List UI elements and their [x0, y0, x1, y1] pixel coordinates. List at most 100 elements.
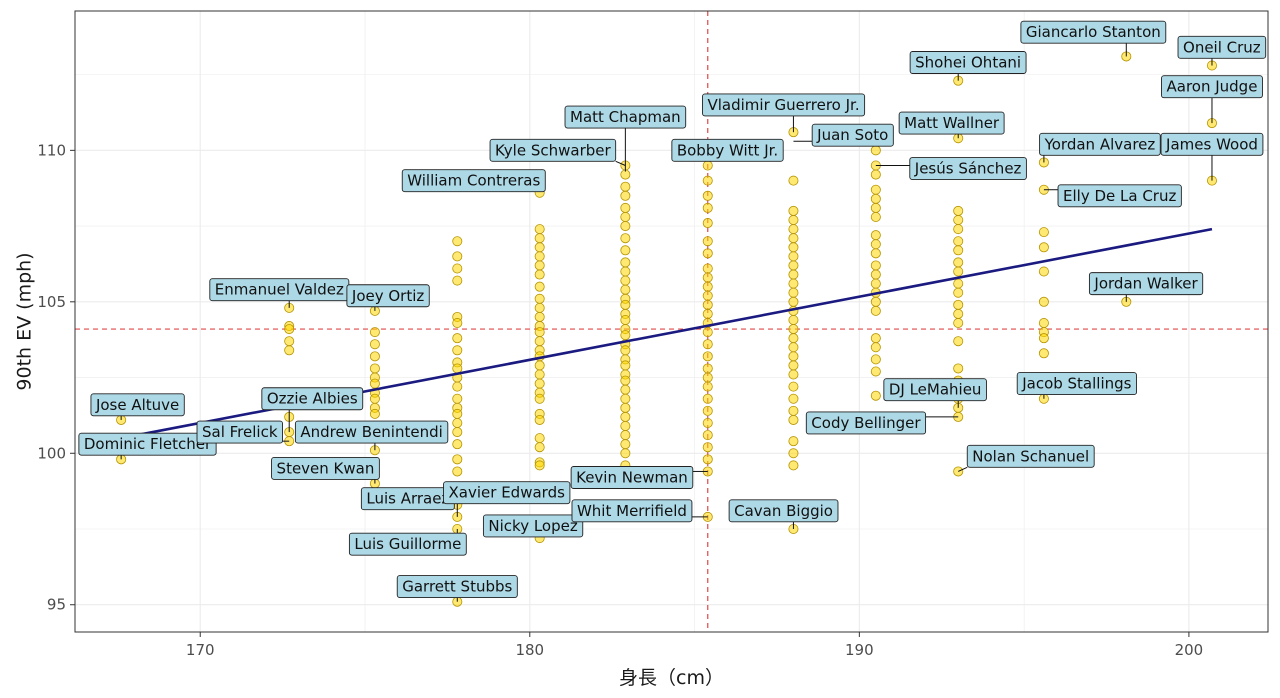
label-box: [570, 466, 694, 489]
label-text: Kyle Schwarber: [495, 141, 611, 159]
data-point: [788, 269, 799, 280]
data-point: [788, 215, 799, 226]
data-point: [534, 251, 545, 262]
data-point: [620, 233, 631, 244]
point-label: Bobby Witt Jr.: [671, 138, 784, 162]
data-point: [788, 314, 799, 325]
x-tick-label: 180: [515, 641, 544, 659]
label-box: [909, 51, 1027, 74]
label-box: [396, 575, 518, 599]
data-point: [870, 296, 881, 307]
data-point: [452, 275, 463, 286]
data-point: [870, 260, 881, 271]
point-label: Whit Merrifield: [571, 499, 708, 523]
data-point: [788, 369, 799, 380]
data-point: [953, 236, 964, 247]
data-point: [788, 414, 799, 425]
data-point: [1038, 333, 1049, 344]
y-tick-label: 95: [47, 596, 66, 614]
label-text: Oneil Cruz: [1183, 38, 1261, 56]
data-point: [1038, 227, 1049, 238]
data-point: [953, 308, 964, 319]
label-box: [1161, 75, 1263, 99]
label-text: Dominic Fletcher: [84, 435, 212, 453]
label-leader-line: [615, 160, 626, 166]
point-label: Shohei Ohtani: [909, 51, 1027, 81]
label-text: Juan Soto: [816, 126, 888, 144]
label-text: Luis Arraez: [366, 490, 449, 508]
point-label: Cody Bellinger: [805, 411, 959, 435]
data-point: [620, 211, 631, 222]
data-point: [953, 278, 964, 289]
data-point: [620, 284, 631, 295]
data-point: [702, 381, 713, 392]
point-label: Cavan Biggio: [728, 499, 839, 530]
label-text: Steven Kwan: [277, 459, 375, 477]
point-label: Ozzie Albies: [261, 387, 364, 433]
data-point: [702, 339, 713, 350]
data-point: [788, 224, 799, 235]
data-point: [534, 393, 545, 404]
data-point: [452, 439, 463, 450]
point-label: Kevin Newman: [570, 466, 708, 489]
label-text: Elly De La Cruz: [1063, 187, 1176, 205]
point-label: Nicky Lopez: [482, 514, 584, 538]
label-text: Bobby Witt Jr.: [677, 141, 778, 159]
data-point: [870, 230, 881, 241]
data-point: [534, 460, 545, 471]
data-point: [788, 436, 799, 447]
data-point: [788, 381, 799, 392]
point-label: Andrew Benintendi: [294, 420, 449, 451]
data-point: [452, 408, 463, 419]
data-point: [788, 251, 799, 262]
label-box: [261, 387, 364, 411]
data-point: [369, 351, 380, 362]
data-point: [620, 430, 631, 441]
label-box: [671, 138, 784, 162]
data-point: [788, 351, 799, 362]
label-box: [348, 532, 467, 556]
label-text: Kevin Newman: [576, 469, 688, 487]
data-point: [369, 327, 380, 338]
label-box: [966, 444, 1095, 468]
point-label: Jacob Stallings: [1016, 372, 1137, 399]
data-point: [620, 266, 631, 277]
data-point: [702, 327, 713, 338]
data-point: [1038, 348, 1049, 359]
label-text: Cody Bellinger: [811, 414, 921, 432]
data-point: [452, 427, 463, 438]
label-text: Xavier Edwards: [449, 484, 566, 502]
data-point: [953, 224, 964, 235]
data-points: [116, 51, 1217, 607]
label-box: [805, 411, 927, 435]
data-point: [702, 281, 713, 292]
data-point: [284, 336, 295, 347]
label-text: Shohei Ohtani: [915, 53, 1021, 71]
data-point: [620, 257, 631, 268]
data-point: [788, 233, 799, 244]
label-box: [909, 157, 1027, 180]
data-point: [702, 202, 713, 213]
point-label: Jesús Sánchez: [875, 157, 1027, 180]
label-box: [90, 393, 185, 417]
label-box: [883, 378, 987, 402]
data-point: [534, 233, 545, 244]
y-axis-title: 90th EV (mph): [14, 252, 36, 390]
data-point: [620, 448, 631, 459]
point-label: Nolan Schanuel: [958, 444, 1095, 472]
label-box: [811, 123, 894, 147]
data-point: [870, 342, 881, 353]
label-text: DJ LeMahieu: [889, 381, 982, 399]
data-point: [620, 275, 631, 286]
label-box: [1039, 132, 1161, 156]
label-text: Andrew Benintendi: [300, 423, 442, 441]
data-point: [702, 160, 713, 171]
data-point: [702, 442, 713, 453]
label-box: [564, 105, 687, 129]
data-point: [1038, 266, 1049, 277]
label-box: [1088, 272, 1204, 296]
data-point: [452, 393, 463, 404]
data-point: [702, 175, 713, 186]
point-label: Steven Kwan: [271, 456, 380, 484]
